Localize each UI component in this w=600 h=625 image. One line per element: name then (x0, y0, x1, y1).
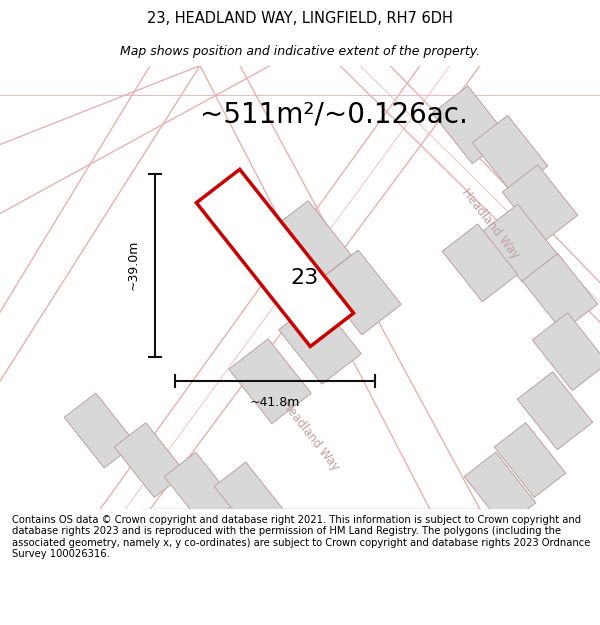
Polygon shape (114, 422, 186, 498)
Polygon shape (517, 372, 593, 449)
Polygon shape (442, 224, 518, 302)
Polygon shape (196, 169, 353, 346)
Polygon shape (229, 339, 311, 424)
Text: Map shows position and indicative extent of the property.: Map shows position and indicative extent… (120, 45, 480, 58)
Polygon shape (532, 312, 600, 391)
Polygon shape (319, 250, 401, 335)
Text: Headland Way: Headland Way (458, 186, 521, 261)
Text: ~511m²/~0.126ac.: ~511m²/~0.126ac. (200, 101, 468, 129)
Polygon shape (279, 299, 361, 384)
Polygon shape (432, 86, 508, 164)
Text: ~39.0m: ~39.0m (127, 240, 139, 291)
Text: 23: 23 (291, 268, 319, 288)
Polygon shape (502, 165, 578, 242)
Polygon shape (494, 422, 566, 498)
Polygon shape (522, 254, 598, 331)
Polygon shape (64, 393, 136, 468)
Text: ~41.8m: ~41.8m (250, 396, 300, 409)
Polygon shape (164, 452, 236, 527)
Polygon shape (482, 204, 558, 282)
Polygon shape (269, 201, 351, 286)
Polygon shape (472, 116, 548, 193)
Text: Headland Way: Headland Way (278, 398, 341, 473)
Text: Contains OS data © Crown copyright and database right 2021. This information is : Contains OS data © Crown copyright and d… (12, 515, 590, 559)
Text: 23, HEADLAND WAY, LINGFIELD, RH7 6DH: 23, HEADLAND WAY, LINGFIELD, RH7 6DH (147, 11, 453, 26)
Polygon shape (214, 462, 286, 537)
Polygon shape (464, 452, 536, 527)
